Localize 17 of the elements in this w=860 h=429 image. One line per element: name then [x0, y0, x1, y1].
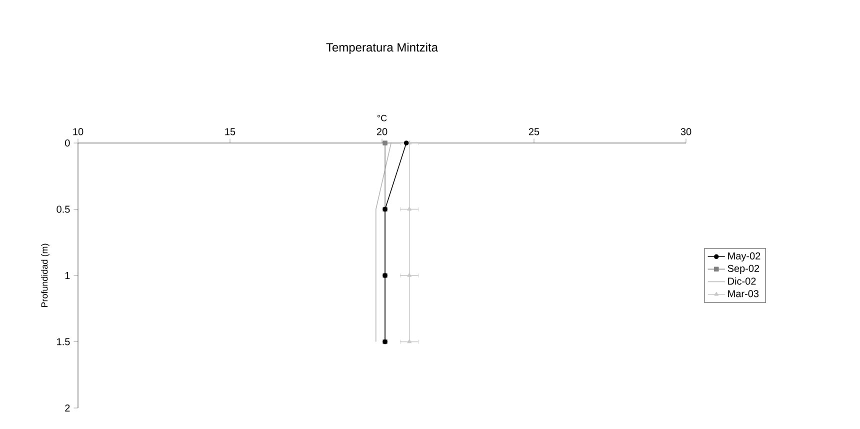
y-tick-label: 0 — [65, 139, 70, 147]
chart-title: Temperatura Mintzita — [326, 42, 438, 54]
x-tick-label: 15 — [225, 128, 236, 136]
x-tick-label: 20 — [376, 128, 388, 136]
legend-label: May-02 — [728, 252, 760, 262]
x-tick-label: 30 — [680, 128, 692, 136]
y-tick-label: 2 — [65, 404, 70, 412]
y-axis-title: Profundidad (m) — [41, 244, 50, 308]
legend-label: Mar-03 — [728, 290, 759, 298]
y-tick-label: 1 — [65, 272, 70, 279]
x-axis-title: °C — [377, 114, 387, 122]
x-tick-label: 10 — [73, 128, 84, 136]
y-tick-label: 1.5 — [57, 338, 70, 346]
legend-label: Dic-02 — [728, 277, 756, 285]
x-tick-label: 25 — [528, 128, 540, 136]
legend-label: Sep-02 — [728, 264, 760, 274]
y-tick-label: 0.5 — [56, 206, 70, 213]
